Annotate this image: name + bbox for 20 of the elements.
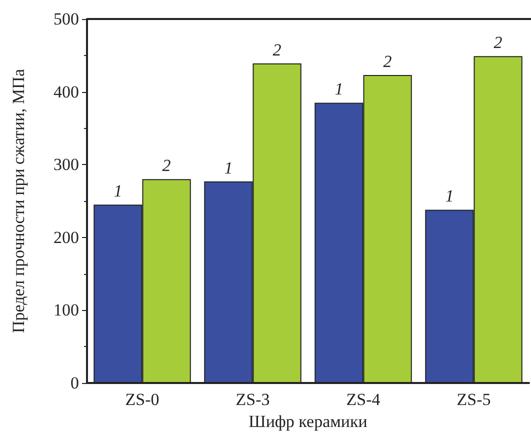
y-axis-title: Предел прочности при сжатии, МПа <box>9 68 28 333</box>
text: 1 <box>445 186 454 206</box>
y-tick-label: 500 <box>54 10 79 28</box>
x-axis-title: Шифр керамики <box>248 412 368 431</box>
series-label: 1 <box>114 182 122 201</box>
series-label: 2 <box>162 156 172 176</box>
text: 1 <box>334 80 344 99</box>
y-tick-label: 200 <box>54 228 79 247</box>
y-tick-label: 100 <box>54 300 79 320</box>
text: 2 <box>272 40 282 60</box>
text: 2 <box>383 52 392 72</box>
y-tick-label: 300 <box>54 155 79 174</box>
x-tick-label: ZS-4 <box>346 390 381 409</box>
y-tick-label: 0 <box>70 374 79 392</box>
x-tick-label: ZS-3 <box>236 390 270 409</box>
text: 2 <box>494 33 502 52</box>
x-tick-label: ZS-5 <box>456 390 491 409</box>
x-tick-label: ZS-0 <box>125 390 160 409</box>
y-tick-label: 400 <box>54 82 79 102</box>
text: 1 <box>224 158 233 178</box>
